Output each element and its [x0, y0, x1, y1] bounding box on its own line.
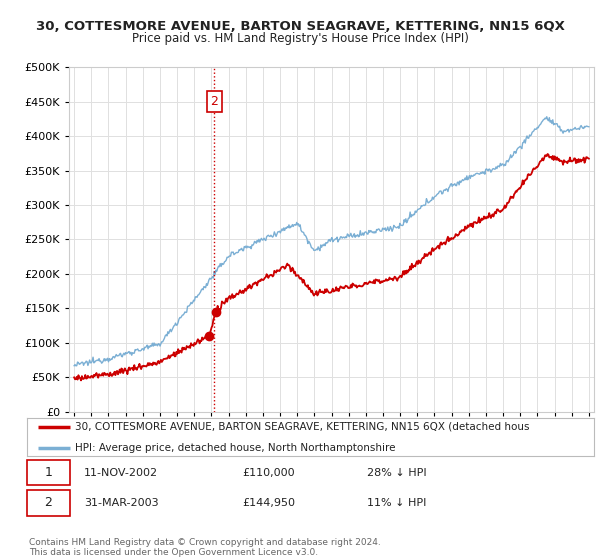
Text: Price paid vs. HM Land Registry's House Price Index (HPI): Price paid vs. HM Land Registry's House … [131, 32, 469, 45]
Text: 11% ↓ HPI: 11% ↓ HPI [367, 498, 427, 508]
FancyBboxPatch shape [27, 490, 70, 516]
Text: Contains HM Land Registry data © Crown copyright and database right 2024.
This d: Contains HM Land Registry data © Crown c… [29, 538, 380, 557]
Text: 31-MAR-2003: 31-MAR-2003 [84, 498, 158, 508]
Text: 28% ↓ HPI: 28% ↓ HPI [367, 468, 427, 478]
Text: £144,950: £144,950 [242, 498, 295, 508]
Text: 2: 2 [211, 95, 218, 108]
Text: 30, COTTESMORE AVENUE, BARTON SEAGRAVE, KETTERING, NN15 6QX: 30, COTTESMORE AVENUE, BARTON SEAGRAVE, … [35, 20, 565, 32]
Text: 2: 2 [44, 496, 52, 510]
Text: £110,000: £110,000 [242, 468, 295, 478]
Text: 1: 1 [44, 466, 52, 479]
Text: 11-NOV-2002: 11-NOV-2002 [84, 468, 158, 478]
Text: HPI: Average price, detached house, North Northamptonshire: HPI: Average price, detached house, Nort… [75, 443, 395, 453]
Text: 30, COTTESMORE AVENUE, BARTON SEAGRAVE, KETTERING, NN15 6QX (detached hous: 30, COTTESMORE AVENUE, BARTON SEAGRAVE, … [75, 422, 530, 432]
FancyBboxPatch shape [27, 460, 70, 486]
